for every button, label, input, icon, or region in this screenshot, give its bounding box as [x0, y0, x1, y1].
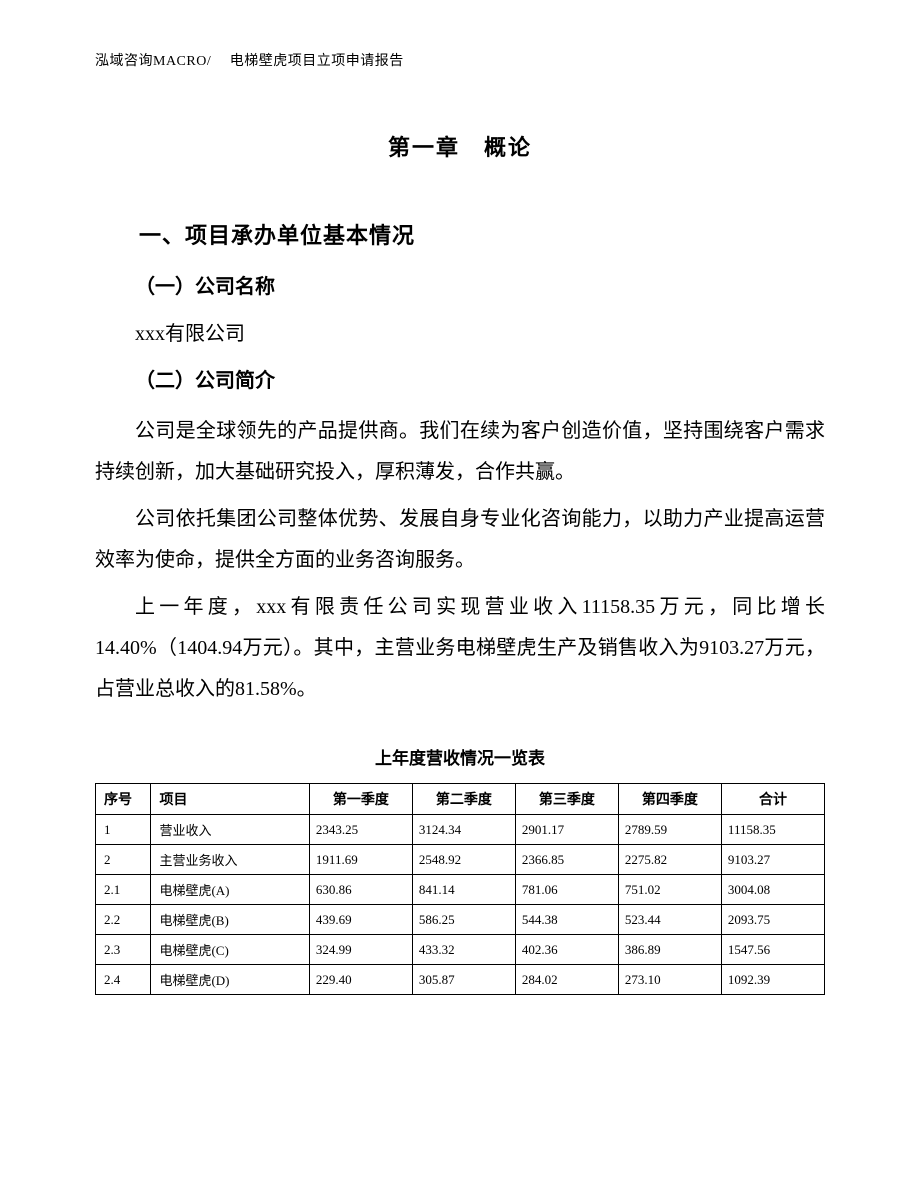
cell: 电梯壁虎(B) [151, 905, 309, 935]
cell: 1911.69 [309, 845, 412, 875]
cell: 439.69 [309, 905, 412, 935]
cell: 电梯壁虎(D) [151, 965, 309, 995]
company-name: xxx有限公司 [95, 317, 825, 346]
subsection-company-name-title: （一）公司名称 [95, 270, 825, 299]
cell: 386.89 [618, 935, 721, 965]
cell: 11158.35 [721, 815, 824, 845]
col-item: 项目 [151, 784, 309, 815]
paragraph-3: 上一年度，xxx有限责任公司实现营业收入11158.35万元，同比增长14.40… [95, 587, 825, 710]
cell: 2366.85 [515, 845, 618, 875]
subsection-company-intro-title: （二）公司简介 [95, 364, 825, 393]
table-row: 2.1 电梯壁虎(A) 630.86 841.14 781.06 751.02 … [96, 875, 825, 905]
cell: 电梯壁虎(A) [151, 875, 309, 905]
cell: 营业收入 [151, 815, 309, 845]
cell: 544.38 [515, 905, 618, 935]
paragraph-1: 公司是全球领先的产品提供商。我们在续为客户创造价值，坚持围绕客户需求持续创新，加… [95, 411, 825, 493]
cell: 273.10 [618, 965, 721, 995]
document-page: 泓域咨询MACRO/ 电梯壁虎项目立项申请报告 第一章 概论 一、项目承办单位基… [0, 0, 920, 1191]
cell: 2.1 [96, 875, 151, 905]
cell: 751.02 [618, 875, 721, 905]
section-1-title: 一、项目承办单位基本情况 [95, 218, 825, 250]
table-row: 2.3 电梯壁虎(C) 324.99 433.32 402.36 386.89 … [96, 935, 825, 965]
cell: 630.86 [309, 875, 412, 905]
cell: 2.4 [96, 965, 151, 995]
cell: 2093.75 [721, 905, 824, 935]
cell: 1 [96, 815, 151, 845]
col-total: 合计 [721, 784, 824, 815]
cell: 2275.82 [618, 845, 721, 875]
cell: 电梯壁虎(C) [151, 935, 309, 965]
cell: 284.02 [515, 965, 618, 995]
cell: 324.99 [309, 935, 412, 965]
table-row: 1 营业收入 2343.25 3124.34 2901.17 2789.59 1… [96, 815, 825, 845]
cell: 2901.17 [515, 815, 618, 845]
cell: 2.2 [96, 905, 151, 935]
chapter-title: 第一章 概论 [95, 130, 825, 162]
cell: 3124.34 [412, 815, 515, 845]
revenue-table: 序号 项目 第一季度 第二季度 第三季度 第四季度 合计 1 营业收入 2343… [95, 783, 825, 995]
cell: 2789.59 [618, 815, 721, 845]
cell: 781.06 [515, 875, 618, 905]
table-header-row: 序号 项目 第一季度 第二季度 第三季度 第四季度 合计 [96, 784, 825, 815]
table-row: 2.2 电梯壁虎(B) 439.69 586.25 544.38 523.44 … [96, 905, 825, 935]
cell: 433.32 [412, 935, 515, 965]
table-title: 上年度营收情况一览表 [95, 744, 825, 769]
table-body: 1 营业收入 2343.25 3124.34 2901.17 2789.59 1… [96, 815, 825, 995]
page-header: 泓域咨询MACRO/ 电梯壁虎项目立项申请报告 [95, 50, 825, 70]
cell: 402.36 [515, 935, 618, 965]
cell: 9103.27 [721, 845, 824, 875]
col-seq: 序号 [96, 784, 151, 815]
cell: 1092.39 [721, 965, 824, 995]
cell: 841.14 [412, 875, 515, 905]
col-q1: 第一季度 [309, 784, 412, 815]
cell: 主营业务收入 [151, 845, 309, 875]
col-q4: 第四季度 [618, 784, 721, 815]
cell: 305.87 [412, 965, 515, 995]
cell: 523.44 [618, 905, 721, 935]
cell: 229.40 [309, 965, 412, 995]
cell: 586.25 [412, 905, 515, 935]
cell: 2343.25 [309, 815, 412, 845]
table-row: 2.4 电梯壁虎(D) 229.40 305.87 284.02 273.10 … [96, 965, 825, 995]
table-row: 2 主营业务收入 1911.69 2548.92 2366.85 2275.82… [96, 845, 825, 875]
cell: 2548.92 [412, 845, 515, 875]
paragraph-2: 公司依托集团公司整体优势、发展自身专业化咨询能力，以助力产业提高运营效率为使命，… [95, 499, 825, 581]
cell: 3004.08 [721, 875, 824, 905]
cell: 2.3 [96, 935, 151, 965]
col-q2: 第二季度 [412, 784, 515, 815]
cell: 1547.56 [721, 935, 824, 965]
cell: 2 [96, 845, 151, 875]
col-q3: 第三季度 [515, 784, 618, 815]
